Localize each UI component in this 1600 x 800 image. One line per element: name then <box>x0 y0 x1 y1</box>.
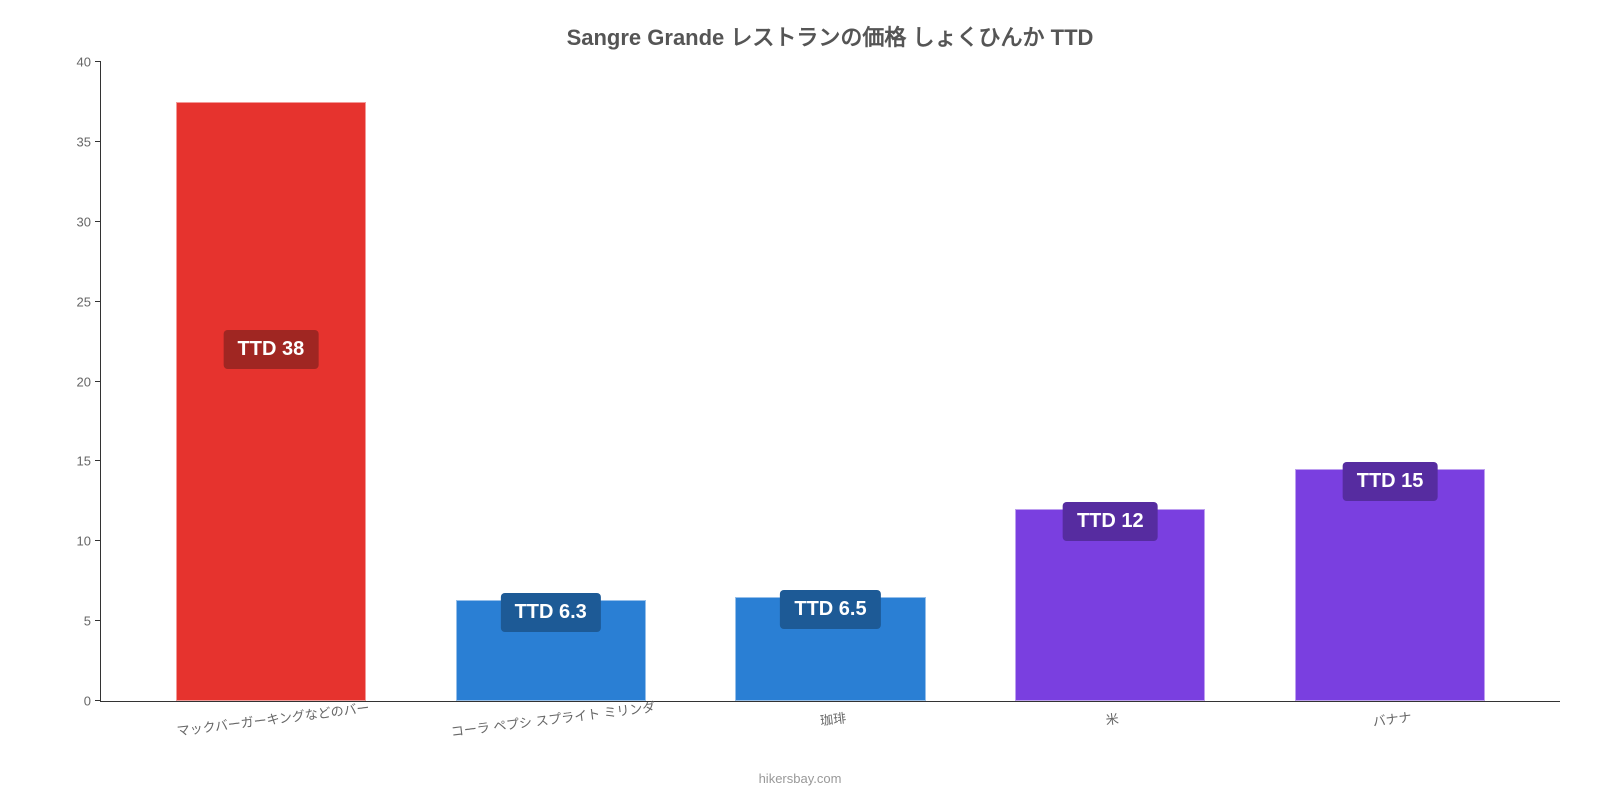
y-tick-label: 20 <box>51 374 91 389</box>
y-tick-label: 15 <box>51 454 91 469</box>
y-tick-label: 35 <box>51 134 91 149</box>
bar-slot: TTD 12 <box>970 62 1250 701</box>
x-axis-labels: マックバーガーキングなどのバーコーラ ペプシ スプライト ミリンダ珈琲米バナナ <box>101 701 1560 728</box>
bar: TTD 12 <box>1015 509 1205 701</box>
y-tick-mark <box>95 61 101 62</box>
bar-slot: TTD 6.5 <box>691 62 971 701</box>
bar: TTD 6.5 <box>735 597 925 701</box>
bar-slot: TTD 15 <box>1250 62 1530 701</box>
y-tick-mark <box>95 301 101 302</box>
bar-slot: TTD 6.3 <box>411 62 691 701</box>
value-badge: TTD 15 <box>1343 462 1438 501</box>
bar: TTD 15 <box>1295 469 1485 701</box>
y-tick-label: 0 <box>51 694 91 709</box>
y-tick-label: 25 <box>51 294 91 309</box>
bar-slot: TTD 38 <box>131 62 411 701</box>
y-tick-label: 5 <box>51 614 91 629</box>
value-badge: TTD 12 <box>1063 502 1158 541</box>
y-tick-mark <box>95 221 101 222</box>
y-tick-mark <box>95 700 101 701</box>
bar: TTD 6.3 <box>456 600 646 701</box>
bar: TTD 38 <box>176 102 366 701</box>
y-tick-label: 30 <box>51 214 91 229</box>
y-tick-label: 10 <box>51 534 91 549</box>
y-tick-mark <box>95 141 101 142</box>
chart-title: Sangre Grande レストランの価格 しょくひんか TTD <box>100 20 1560 52</box>
bars-group: TTD 38 TTD 6.3 TTD 6.5 TTD 12 TTD 15 <box>101 62 1560 701</box>
plot-area: TTD 38TTD 6.3TTD 6.5TTD 12TTD 15 マックバーガー… <box>100 62 1560 702</box>
chart-container: Sangre Grande レストランの価格 しょくひんか TTD TTD 38… <box>0 0 1600 800</box>
y-tick-mark <box>95 460 101 461</box>
value-badge: TTD 38 <box>224 330 319 369</box>
value-badge: TTD 6.3 <box>501 593 601 632</box>
y-tick-label: 40 <box>51 55 91 70</box>
chart-footer: hikersbay.com <box>0 771 1600 786</box>
y-tick-mark <box>95 540 101 541</box>
y-tick-mark <box>95 620 101 621</box>
y-tick-mark <box>95 381 101 382</box>
value-badge: TTD 6.5 <box>780 590 880 629</box>
